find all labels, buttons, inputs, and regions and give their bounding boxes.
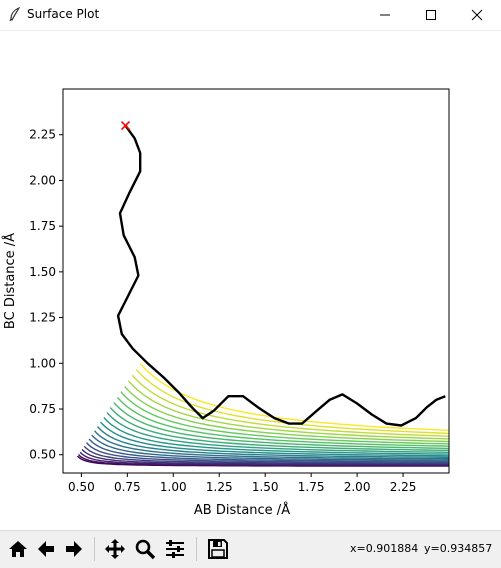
navigation-toolbar: x=0.901884 y=0.934857 <box>0 530 501 568</box>
toolbar-separator <box>196 537 197 561</box>
move-icon <box>104 538 126 560</box>
plot-canvas[interactable]: 0.50 0.75 1.00 1.25 1.50 1.75 2.00 2.25 0.50 0.7… <box>0 30 501 530</box>
forward-button[interactable] <box>60 535 88 563</box>
subplots-button[interactable] <box>161 535 189 563</box>
minimize-button[interactable] <box>362 0 408 29</box>
plot-frame <box>63 89 449 473</box>
maximize-icon <box>425 9 437 21</box>
start-marker <box>121 122 129 130</box>
contour-chart[interactable]: 0.50 0.75 1.00 1.25 1.50 1.75 2.00 2.25 0.50 0.7… <box>0 30 501 530</box>
zoom-icon <box>134 538 156 560</box>
y-tick-label: 0.75 <box>29 402 56 416</box>
home-button[interactable] <box>4 535 32 563</box>
save-icon <box>207 538 229 560</box>
maximize-button[interactable] <box>408 0 454 29</box>
trajectory <box>118 126 445 426</box>
save-button[interactable] <box>204 535 232 563</box>
home-icon <box>7 538 29 560</box>
y-tick-label: 2.00 <box>29 173 56 187</box>
x-tick-label: 1.00 <box>160 480 187 494</box>
back-button[interactable] <box>32 535 60 563</box>
x-tick-label: 1.75 <box>298 480 325 494</box>
x-tick-label: 0.50 <box>68 480 95 494</box>
y-axis-ticks: 0.50 0.75 1.00 1.25 1.50 1.75 2.00 2.25 <box>29 128 63 462</box>
pan-button[interactable] <box>101 535 129 563</box>
close-icon <box>471 9 483 21</box>
contour-lines <box>78 364 501 467</box>
y-tick-label: 1.00 <box>29 356 56 370</box>
x-tick-label: 1.50 <box>252 480 279 494</box>
cursor-y-readout: y=0.934857 <box>424 542 492 555</box>
x-tick-label: 0.75 <box>114 480 141 494</box>
back-arrow-icon <box>35 538 57 560</box>
y-axis-label: BC Distance /Å <box>2 233 18 329</box>
x-tick-label: 2.25 <box>390 480 417 494</box>
minimize-icon <box>379 9 391 21</box>
y-tick-label: 0.50 <box>29 448 56 462</box>
toolbar-separator <box>94 537 95 561</box>
cursor-x-readout: x=0.901884 <box>350 542 418 555</box>
contour-line <box>121 392 501 448</box>
y-tick-label: 2.25 <box>29 128 56 142</box>
feather-icon <box>7 6 23 22</box>
sliders-icon <box>164 538 186 560</box>
close-button[interactable] <box>454 0 500 29</box>
y-tick-label: 1.75 <box>29 219 56 233</box>
x-axis-ticks: 0.50 0.75 1.00 1.25 1.50 1.75 2.00 2.25 <box>68 473 416 494</box>
x-tick-label: 1.25 <box>206 480 233 494</box>
title-bar: Surface Plot <box>0 0 501 31</box>
trajectory-line <box>118 126 445 426</box>
zoom-button[interactable] <box>131 535 159 563</box>
y-tick-label: 1.25 <box>29 311 56 325</box>
x-tick-label: 2.00 <box>344 480 371 494</box>
window-title: Surface Plot <box>27 7 99 21</box>
y-tick-label: 1.50 <box>29 265 56 279</box>
forward-arrow-icon <box>63 538 85 560</box>
x-axis-label: AB Distance /Å <box>194 502 290 518</box>
